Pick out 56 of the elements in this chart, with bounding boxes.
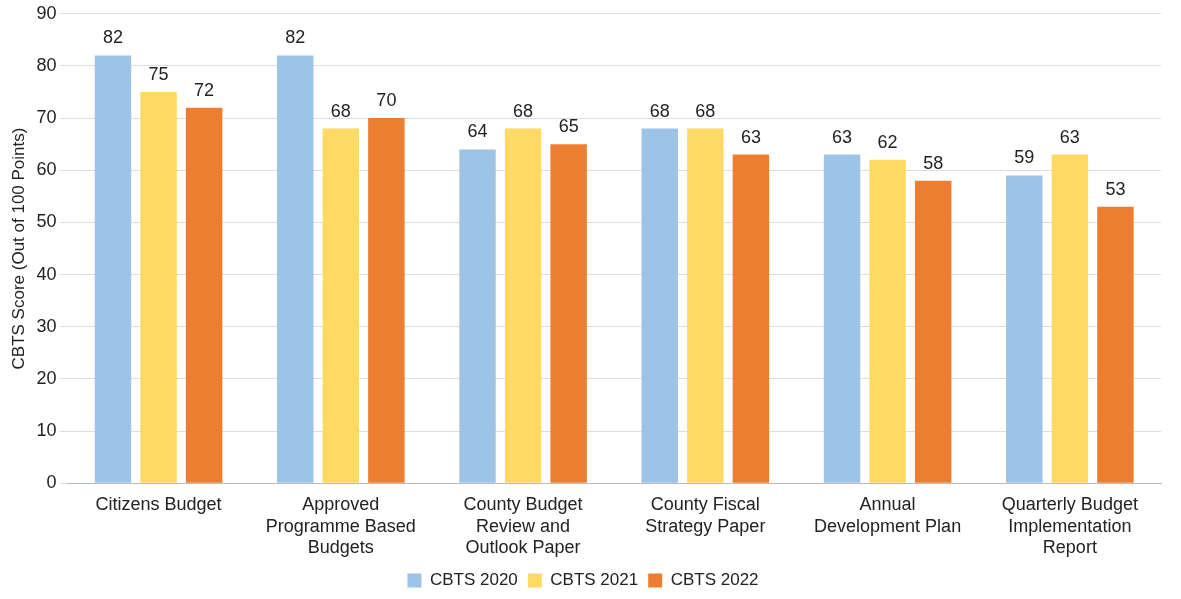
bar bbox=[823, 154, 861, 483]
bar bbox=[914, 180, 952, 483]
bar bbox=[1051, 154, 1089, 483]
bar bbox=[1097, 206, 1134, 483]
data-label: 65 bbox=[558, 116, 579, 137]
y-tick-label: 70 bbox=[36, 107, 57, 128]
data-label: 82 bbox=[102, 27, 123, 48]
bar bbox=[550, 144, 587, 483]
data-label: 53 bbox=[1105, 178, 1126, 199]
data-label: 63 bbox=[832, 126, 853, 147]
data-label: 59 bbox=[1014, 147, 1035, 168]
legend-label: CBTS 2021 bbox=[550, 570, 639, 590]
x-tick-label: Citizens Budget bbox=[95, 493, 222, 514]
bar bbox=[504, 128, 542, 483]
bar bbox=[1006, 175, 1043, 483]
y-tick-label: 30 bbox=[36, 315, 57, 336]
y-tick-label: 80 bbox=[36, 54, 57, 75]
data-label: 62 bbox=[877, 131, 898, 152]
legend-label: CBTS 2022 bbox=[670, 570, 759, 590]
data-label: 70 bbox=[376, 90, 397, 111]
y-axis-title: CBTS Score (Out of 100 Points) bbox=[8, 127, 28, 370]
y-tick-label: 20 bbox=[36, 367, 57, 388]
x-tick-label: Annual Development Plan bbox=[814, 493, 962, 536]
y-tick-label: 90 bbox=[36, 2, 57, 23]
bar bbox=[732, 154, 770, 483]
data-label: 82 bbox=[285, 27, 306, 48]
x-tick-label: Quarterly Budget Implementation Report bbox=[1001, 493, 1138, 558]
x-tick-label: County Budget Review and Outlook Paper bbox=[463, 493, 583, 558]
bar bbox=[140, 92, 177, 483]
data-label: 68 bbox=[649, 100, 670, 121]
data-label: 64 bbox=[467, 121, 488, 142]
x-tick-label: County Fiscal Strategy Paper bbox=[645, 493, 766, 536]
y-tick-label: 10 bbox=[36, 420, 57, 441]
data-label: 68 bbox=[513, 100, 534, 121]
data-label: 72 bbox=[194, 79, 215, 100]
bar bbox=[322, 128, 360, 483]
bar bbox=[277, 55, 314, 483]
bar bbox=[94, 55, 132, 483]
bar bbox=[185, 107, 223, 483]
data-label: 75 bbox=[148, 64, 169, 84]
data-label: 63 bbox=[1059, 126, 1080, 147]
bar bbox=[869, 159, 906, 483]
bar bbox=[641, 128, 678, 483]
data-label: 58 bbox=[923, 152, 944, 173]
y-tick-label: 40 bbox=[36, 263, 57, 284]
y-tick-label: 50 bbox=[36, 211, 57, 232]
legend-label: CBTS 2020 bbox=[429, 570, 518, 590]
data-label: 68 bbox=[330, 100, 351, 121]
data-label: 63 bbox=[740, 126, 761, 147]
y-tick-label: 60 bbox=[36, 159, 57, 180]
bar bbox=[368, 118, 405, 483]
bar bbox=[459, 149, 496, 483]
data-label: 68 bbox=[695, 100, 716, 121]
y-tick-label: 0 bbox=[46, 472, 57, 493]
bar bbox=[687, 128, 724, 483]
x-tick-label: Approved Programme Based Budgets bbox=[265, 493, 416, 558]
